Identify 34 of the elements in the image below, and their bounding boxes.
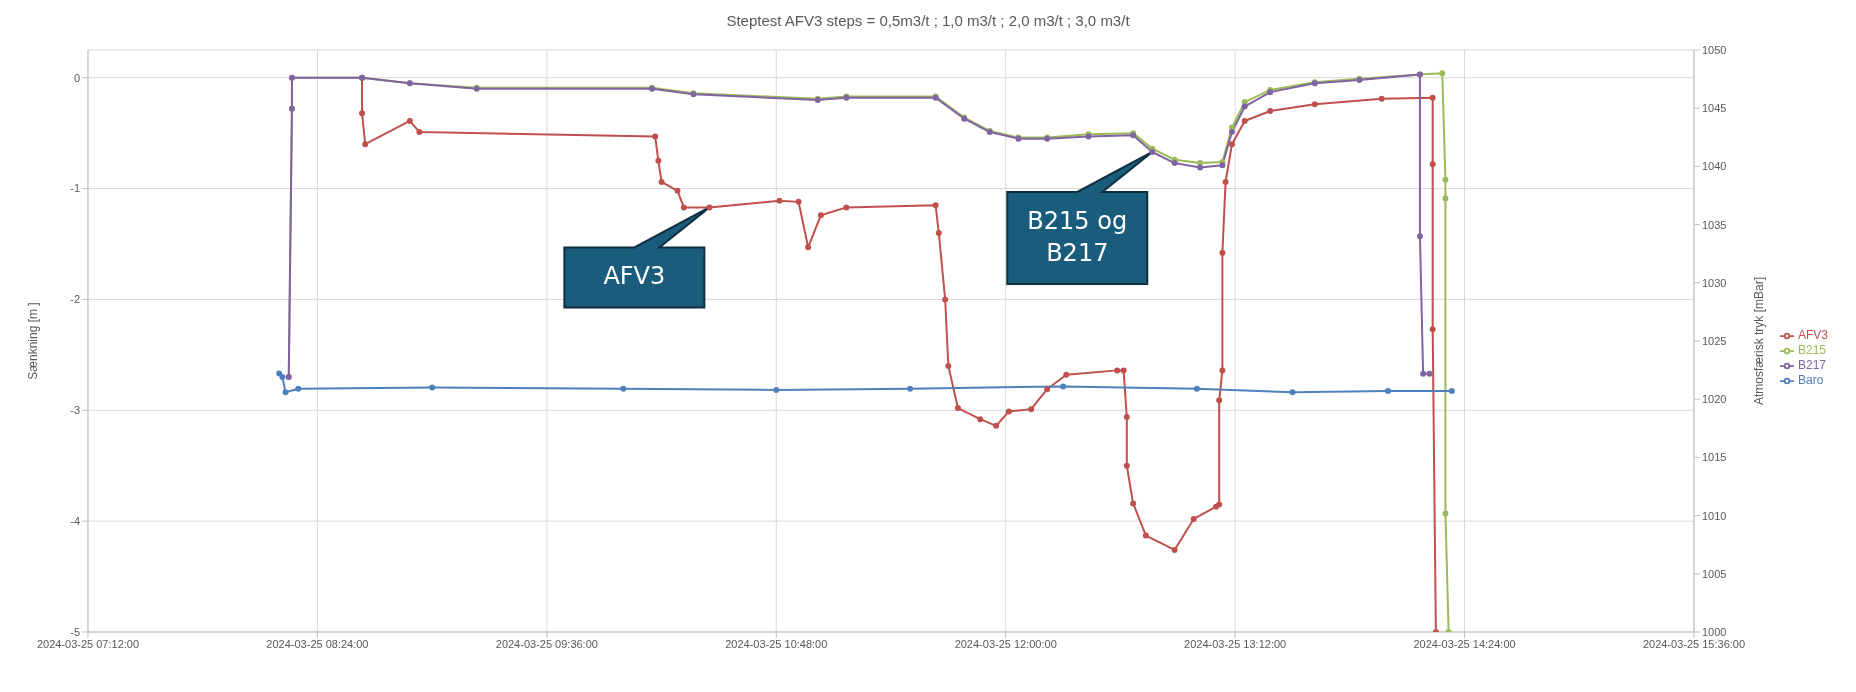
- annotation: AFV3: [603, 262, 666, 291]
- y-tick-label: -1: [70, 182, 80, 195]
- x-tick-label: 2024-03-25 09:36:00: [495, 637, 598, 650]
- legend-label: B217: [1797, 358, 1827, 372]
- x-tick-label: 2024-03-25 10:48:00: [725, 637, 828, 650]
- y-axis-title: Sænkning [m ]: [26, 302, 41, 380]
- x-tick-label: 2024-03-25 12:00:00: [954, 637, 1057, 650]
- y2-tick-label: 1045: [1701, 102, 1727, 115]
- y2-tick-label: 1035: [1701, 218, 1727, 231]
- legend-label: B215: [1797, 343, 1827, 358]
- y-tick-label: -3: [70, 404, 80, 417]
- annotation: B215 og B217: [1027, 206, 1128, 267]
- x-tick-label: 2024-03-25 14:24:00: [1413, 637, 1516, 650]
- chart-title: Steptest AFV3 steps = 0,5m3/t ; 1,0 m3/t ; 2,0 m3/t ; 3,0 m3/t: [725, 11, 1131, 31]
- y2-tick-label: 1050: [1701, 43, 1727, 56]
- legend-label: Baro: [1797, 372, 1824, 387]
- y2-tick-label: 1010: [1701, 509, 1727, 522]
- x-tick-label: 2024-03-25 08:24:00: [266, 637, 369, 650]
- y2-tick-label: 1000: [1701, 625, 1727, 638]
- y2-tick-label: 1020: [1701, 393, 1727, 406]
- legend-label: AFV3: [1797, 328, 1828, 343]
- x-tick-label: 2024-03-25 07:12:00: [36, 637, 140, 650]
- y-tick-label: -4: [70, 515, 80, 528]
- y-tick-label: -5: [70, 625, 80, 638]
- x-tick-label: 2024-03-25 13:12:00: [1184, 637, 1287, 650]
- y-tick-label: 0: [73, 71, 80, 84]
- y2-tick-label: 1015: [1701, 451, 1727, 464]
- y2-tick-label: 1005: [1701, 567, 1727, 580]
- y2-tick-label: 1025: [1701, 334, 1727, 347]
- y2-tick-label: 1030: [1701, 276, 1727, 289]
- y2-axis-title: Atmosfærisk tryk [mBar]: [1752, 276, 1767, 406]
- y2-tick-label: 1040: [1701, 160, 1727, 173]
- y-tick-label: -2: [70, 293, 80, 306]
- x-tick-label: 2024-03-25 15:36:00: [1642, 637, 1746, 650]
